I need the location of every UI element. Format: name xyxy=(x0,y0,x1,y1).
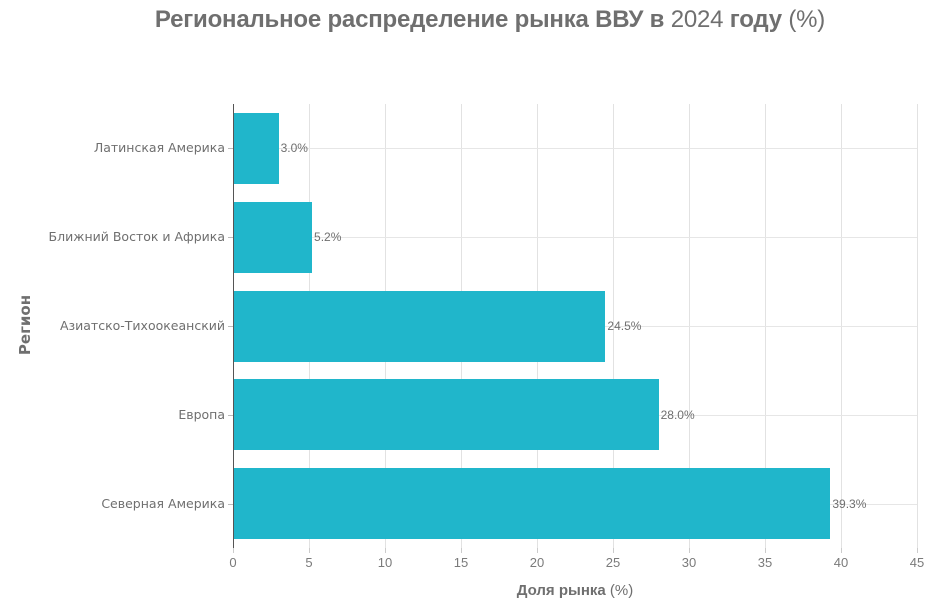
x-tick-mark xyxy=(917,548,918,553)
x-axis-label-unit: (%) xyxy=(609,582,634,599)
x-tick-label: 40 xyxy=(833,555,849,570)
category-label: Европа xyxy=(178,406,225,422)
title-text-2: году xyxy=(729,6,782,33)
x-tick-label: 25 xyxy=(605,555,621,570)
x-tick-label: 10 xyxy=(377,555,393,570)
x-tick-mark xyxy=(841,548,842,553)
category-label: Северная Америка xyxy=(101,495,225,511)
bar[interactable] xyxy=(233,112,279,184)
category-label: Ближний Восток и Африка xyxy=(48,229,226,245)
bar[interactable] xyxy=(233,379,659,451)
title-year: 2024 xyxy=(670,6,724,33)
x-tick-mark xyxy=(537,548,538,553)
category-tick xyxy=(228,237,233,239)
y-axis-label: Регион xyxy=(16,294,34,356)
bar-value-label: 5.2% xyxy=(314,230,342,245)
x-axis-label-text: Доля рынка xyxy=(516,582,606,599)
x-tick-label: 0 xyxy=(229,555,237,570)
x-tick-label: 20 xyxy=(529,555,545,570)
category-tick xyxy=(228,503,233,505)
bar-value-label: 28.0% xyxy=(660,407,695,422)
bar-value-label: 39.3% xyxy=(832,496,867,511)
bar[interactable] xyxy=(233,290,606,362)
category-tick xyxy=(228,326,233,327)
bar[interactable] xyxy=(233,201,313,273)
category-tick xyxy=(228,148,233,150)
x-axis-label: Доля рынка (%) xyxy=(233,582,917,599)
title-text: Региональное распределение рынка ВВУ в xyxy=(154,6,665,33)
category-label: Латинская Америка xyxy=(93,140,225,156)
x-tick-label: 15 xyxy=(453,555,469,570)
x-tick-label: 30 xyxy=(681,555,697,570)
x-tick-label: 35 xyxy=(757,555,773,570)
y-axis-line xyxy=(233,104,234,548)
x-tick-mark xyxy=(309,548,310,553)
x-tick-mark xyxy=(461,548,462,553)
x-tick-mark xyxy=(689,548,690,553)
x-tick-mark xyxy=(233,548,234,553)
bar-value-label: 24.5% xyxy=(607,319,642,333)
category-tick xyxy=(228,414,233,416)
bar[interactable] xyxy=(233,468,831,540)
x-tick-mark xyxy=(765,548,766,553)
chart-title: Региональное распределение рынка ВВУ в 2… xyxy=(0,6,947,34)
vertical-gridline xyxy=(917,104,918,548)
bar-value-label: 3.0% xyxy=(280,141,308,156)
horizontal-gridline xyxy=(233,148,917,150)
horizontal-gridline xyxy=(233,237,917,239)
x-tick-mark xyxy=(385,548,386,553)
plot-area: 3.0% 5.2% 24.5% 28.0% 39.3% xyxy=(233,104,918,548)
x-tick-mark xyxy=(613,548,614,553)
x-tick-label: 45 xyxy=(909,555,925,570)
title-unit: (%) xyxy=(788,6,826,33)
x-tick-label: 5 xyxy=(305,555,313,570)
category-label: Азиатско-Тихоокеанский xyxy=(59,318,225,333)
